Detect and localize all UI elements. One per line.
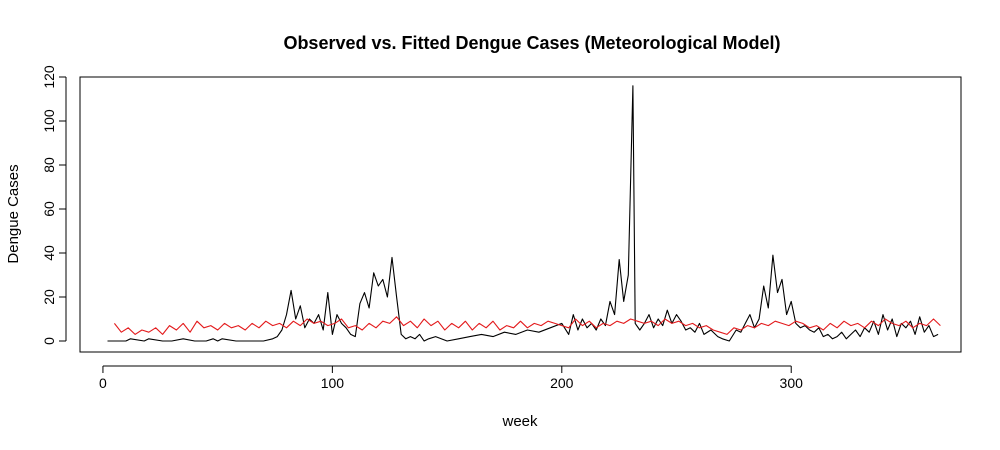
x-tick-label: 300 [780, 375, 804, 391]
chart-title: Observed vs. Fitted Dengue Cases (Meteor… [283, 33, 780, 53]
y-tick-label: 40 [41, 245, 57, 261]
series-layer [107, 85, 941, 342]
x-axis-label: week [501, 413, 538, 430]
y-tick-label: 0 [41, 337, 57, 345]
series-line-observed [107, 85, 939, 342]
y-tick-label: 60 [41, 201, 57, 217]
x-tick-label: 200 [550, 375, 574, 391]
y-tick-label: 20 [41, 289, 57, 305]
y-axis: 0 20 40 60 80 100 120 [41, 65, 67, 345]
plot-area [79, 76, 962, 353]
y-tick-label: 120 [41, 65, 57, 89]
x-axis: 0 100 200 300 [99, 365, 804, 391]
series-line-fitted [113, 316, 941, 335]
y-tick-label: 100 [41, 109, 57, 133]
y-tick-label: 80 [41, 157, 57, 173]
y-axis-label: Dengue Cases [5, 164, 22, 263]
x-tick-label: 0 [99, 375, 107, 391]
x-tick-label: 100 [321, 375, 345, 391]
